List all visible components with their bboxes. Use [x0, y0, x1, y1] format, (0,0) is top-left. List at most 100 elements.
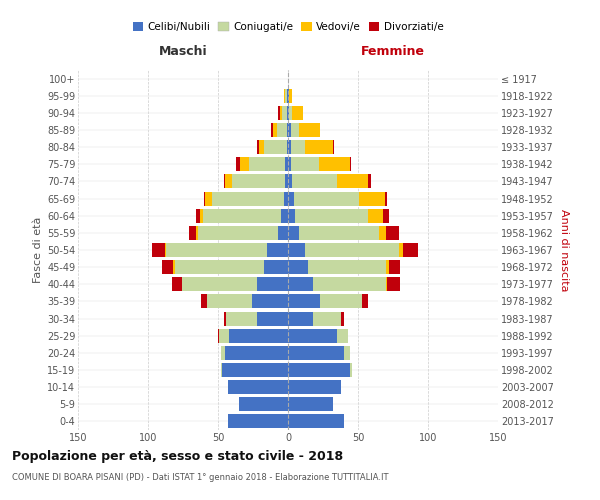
- Bar: [226, 312, 257, 326]
- Bar: [278, 106, 280, 120]
- Bar: [257, 278, 288, 291]
- Bar: [288, 243, 305, 257]
- Bar: [249, 158, 285, 172]
- Bar: [287, 123, 288, 137]
- Bar: [277, 123, 287, 137]
- Bar: [212, 192, 284, 205]
- Bar: [293, 192, 359, 205]
- Bar: [350, 363, 352, 377]
- Bar: [162, 260, 173, 274]
- Bar: [305, 140, 333, 154]
- Bar: [388, 278, 400, 291]
- Bar: [288, 123, 291, 137]
- Bar: [295, 208, 368, 222]
- Bar: [285, 174, 288, 188]
- Bar: [368, 174, 371, 188]
- Bar: [287, 140, 288, 154]
- Bar: [291, 123, 299, 137]
- Bar: [284, 192, 288, 205]
- Bar: [259, 140, 264, 154]
- Bar: [288, 398, 333, 411]
- Bar: [288, 380, 341, 394]
- Bar: [289, 106, 292, 120]
- Bar: [288, 192, 293, 205]
- Bar: [288, 88, 289, 102]
- Bar: [204, 192, 205, 205]
- Bar: [362, 294, 368, 308]
- Bar: [218, 328, 220, 342]
- Bar: [205, 192, 212, 205]
- Bar: [341, 312, 344, 326]
- Bar: [257, 140, 259, 154]
- Bar: [383, 208, 389, 222]
- Legend: Celibi/Nubili, Coniugati/e, Vedovi/e, Divorziati/e: Celibi/Nubili, Coniugati/e, Vedovi/e, Di…: [128, 18, 448, 36]
- Bar: [225, 346, 288, 360]
- Bar: [203, 208, 281, 222]
- Bar: [278, 226, 288, 240]
- Bar: [221, 346, 225, 360]
- Text: Popolazione per età, sesso e stato civile - 2018: Popolazione per età, sesso e stato civil…: [12, 450, 343, 463]
- Bar: [228, 414, 288, 428]
- Bar: [285, 158, 288, 172]
- Bar: [188, 226, 196, 240]
- Bar: [389, 260, 400, 274]
- Text: COMUNE DI BOARA PISANI (PD) - Dati ISTAT 1° gennaio 2018 - Elaborazione TUTTITAL: COMUNE DI BOARA PISANI (PD) - Dati ISTAT…: [12, 472, 389, 482]
- Bar: [199, 226, 278, 240]
- Bar: [319, 158, 350, 172]
- Bar: [288, 312, 313, 326]
- Bar: [283, 106, 287, 120]
- Bar: [291, 158, 319, 172]
- Bar: [229, 328, 288, 342]
- Bar: [337, 328, 348, 342]
- Bar: [299, 123, 320, 137]
- Bar: [288, 140, 291, 154]
- Bar: [287, 106, 288, 120]
- Bar: [288, 414, 344, 428]
- Bar: [222, 363, 288, 377]
- Bar: [207, 294, 251, 308]
- Bar: [175, 260, 264, 274]
- Bar: [267, 243, 288, 257]
- Bar: [224, 174, 225, 188]
- Bar: [333, 140, 334, 154]
- Bar: [288, 174, 292, 188]
- Bar: [288, 226, 299, 240]
- Bar: [288, 363, 350, 377]
- Bar: [344, 346, 350, 360]
- Bar: [196, 226, 199, 240]
- Bar: [172, 278, 182, 291]
- Bar: [257, 312, 288, 326]
- Bar: [291, 140, 305, 154]
- Bar: [165, 243, 166, 257]
- Text: Femmine: Femmine: [361, 45, 425, 58]
- Bar: [239, 398, 288, 411]
- Bar: [264, 260, 288, 274]
- Bar: [196, 208, 200, 222]
- Bar: [287, 88, 288, 102]
- Bar: [288, 346, 344, 360]
- Bar: [288, 208, 295, 222]
- Bar: [288, 328, 337, 342]
- Bar: [264, 140, 287, 154]
- Bar: [292, 174, 337, 188]
- Bar: [281, 208, 288, 222]
- Bar: [305, 243, 398, 257]
- Bar: [152, 243, 165, 257]
- Bar: [201, 294, 207, 308]
- Bar: [280, 106, 283, 120]
- Bar: [272, 123, 277, 137]
- Bar: [288, 158, 291, 172]
- Bar: [241, 158, 249, 172]
- Bar: [271, 123, 272, 137]
- Text: Maschi: Maschi: [158, 45, 208, 58]
- Bar: [308, 260, 386, 274]
- Y-axis label: Fasce di età: Fasce di età: [32, 217, 43, 283]
- Bar: [313, 278, 386, 291]
- Bar: [288, 106, 289, 120]
- Bar: [251, 294, 288, 308]
- Bar: [299, 226, 379, 240]
- Bar: [200, 208, 203, 222]
- Bar: [313, 312, 341, 326]
- Bar: [224, 312, 226, 326]
- Bar: [386, 226, 398, 240]
